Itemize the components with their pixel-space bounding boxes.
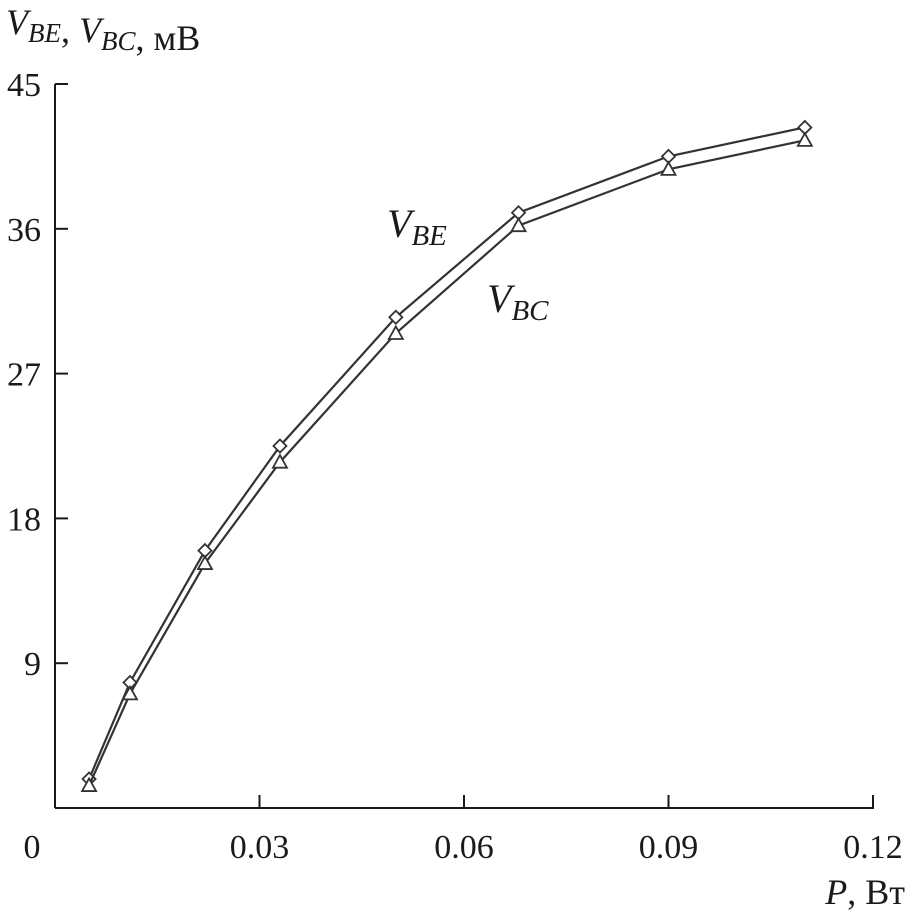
series-label-main: V — [387, 201, 416, 246]
y-axis-title-part: V — [6, 2, 32, 42]
data-point-diamond — [388, 309, 404, 326]
series-line-be — [88, 126, 806, 780]
data-point-diamond — [272, 438, 288, 454]
series-group — [80, 119, 814, 792]
y-axis-title-part: V — [79, 10, 105, 50]
y-tick-label: 27 — [7, 357, 41, 394]
axes: 0 0.03 0.06 0.09 0.12 9 18 27 36 45 — [7, 67, 903, 866]
data-point-triangle — [121, 684, 139, 701]
x-tick-label: 0 — [24, 829, 41, 866]
x-tick-label: 0.12 — [843, 829, 903, 866]
series-line-bc — [88, 139, 806, 786]
data-point-triangle — [387, 324, 405, 340]
x-tick-label: 0.09 — [639, 829, 699, 866]
y-axis-title-part: , мВ — [136, 18, 201, 58]
y-tick-label: 9 — [24, 646, 41, 683]
series-label-sub: BE — [411, 220, 447, 252]
y-axis-title: VBE, VBC, мВ — [6, 2, 200, 58]
y-axis-title-part: , — [61, 10, 79, 50]
series-label-bc: VBC — [487, 276, 549, 327]
data-point-triangle — [80, 776, 98, 792]
data-point-triangle — [659, 160, 678, 176]
x-axis-title-part: , Вт — [847, 872, 905, 912]
x-tick-label: 0.03 — [230, 829, 290, 866]
y-tick-label: 18 — [7, 501, 41, 538]
y-tick-label: 36 — [7, 212, 41, 249]
x-axis-title-part: P — [824, 872, 847, 912]
series-label-sub: BC — [511, 295, 549, 327]
series-label-be: VBE — [387, 201, 447, 252]
data-point-triangle — [796, 131, 814, 147]
series-label-main: V — [487, 276, 516, 321]
y-axis-title-part: BC — [101, 26, 136, 56]
data-point-triangle — [196, 554, 214, 570]
y-tick-label: 45 — [7, 67, 41, 104]
y-axis-title-part: BE — [28, 18, 61, 48]
data-point-triangle — [271, 453, 289, 469]
data-point-triangle — [510, 216, 528, 233]
x-tick-label: 0.06 — [434, 829, 494, 866]
x-axis-title: P, Вт — [824, 872, 905, 912]
